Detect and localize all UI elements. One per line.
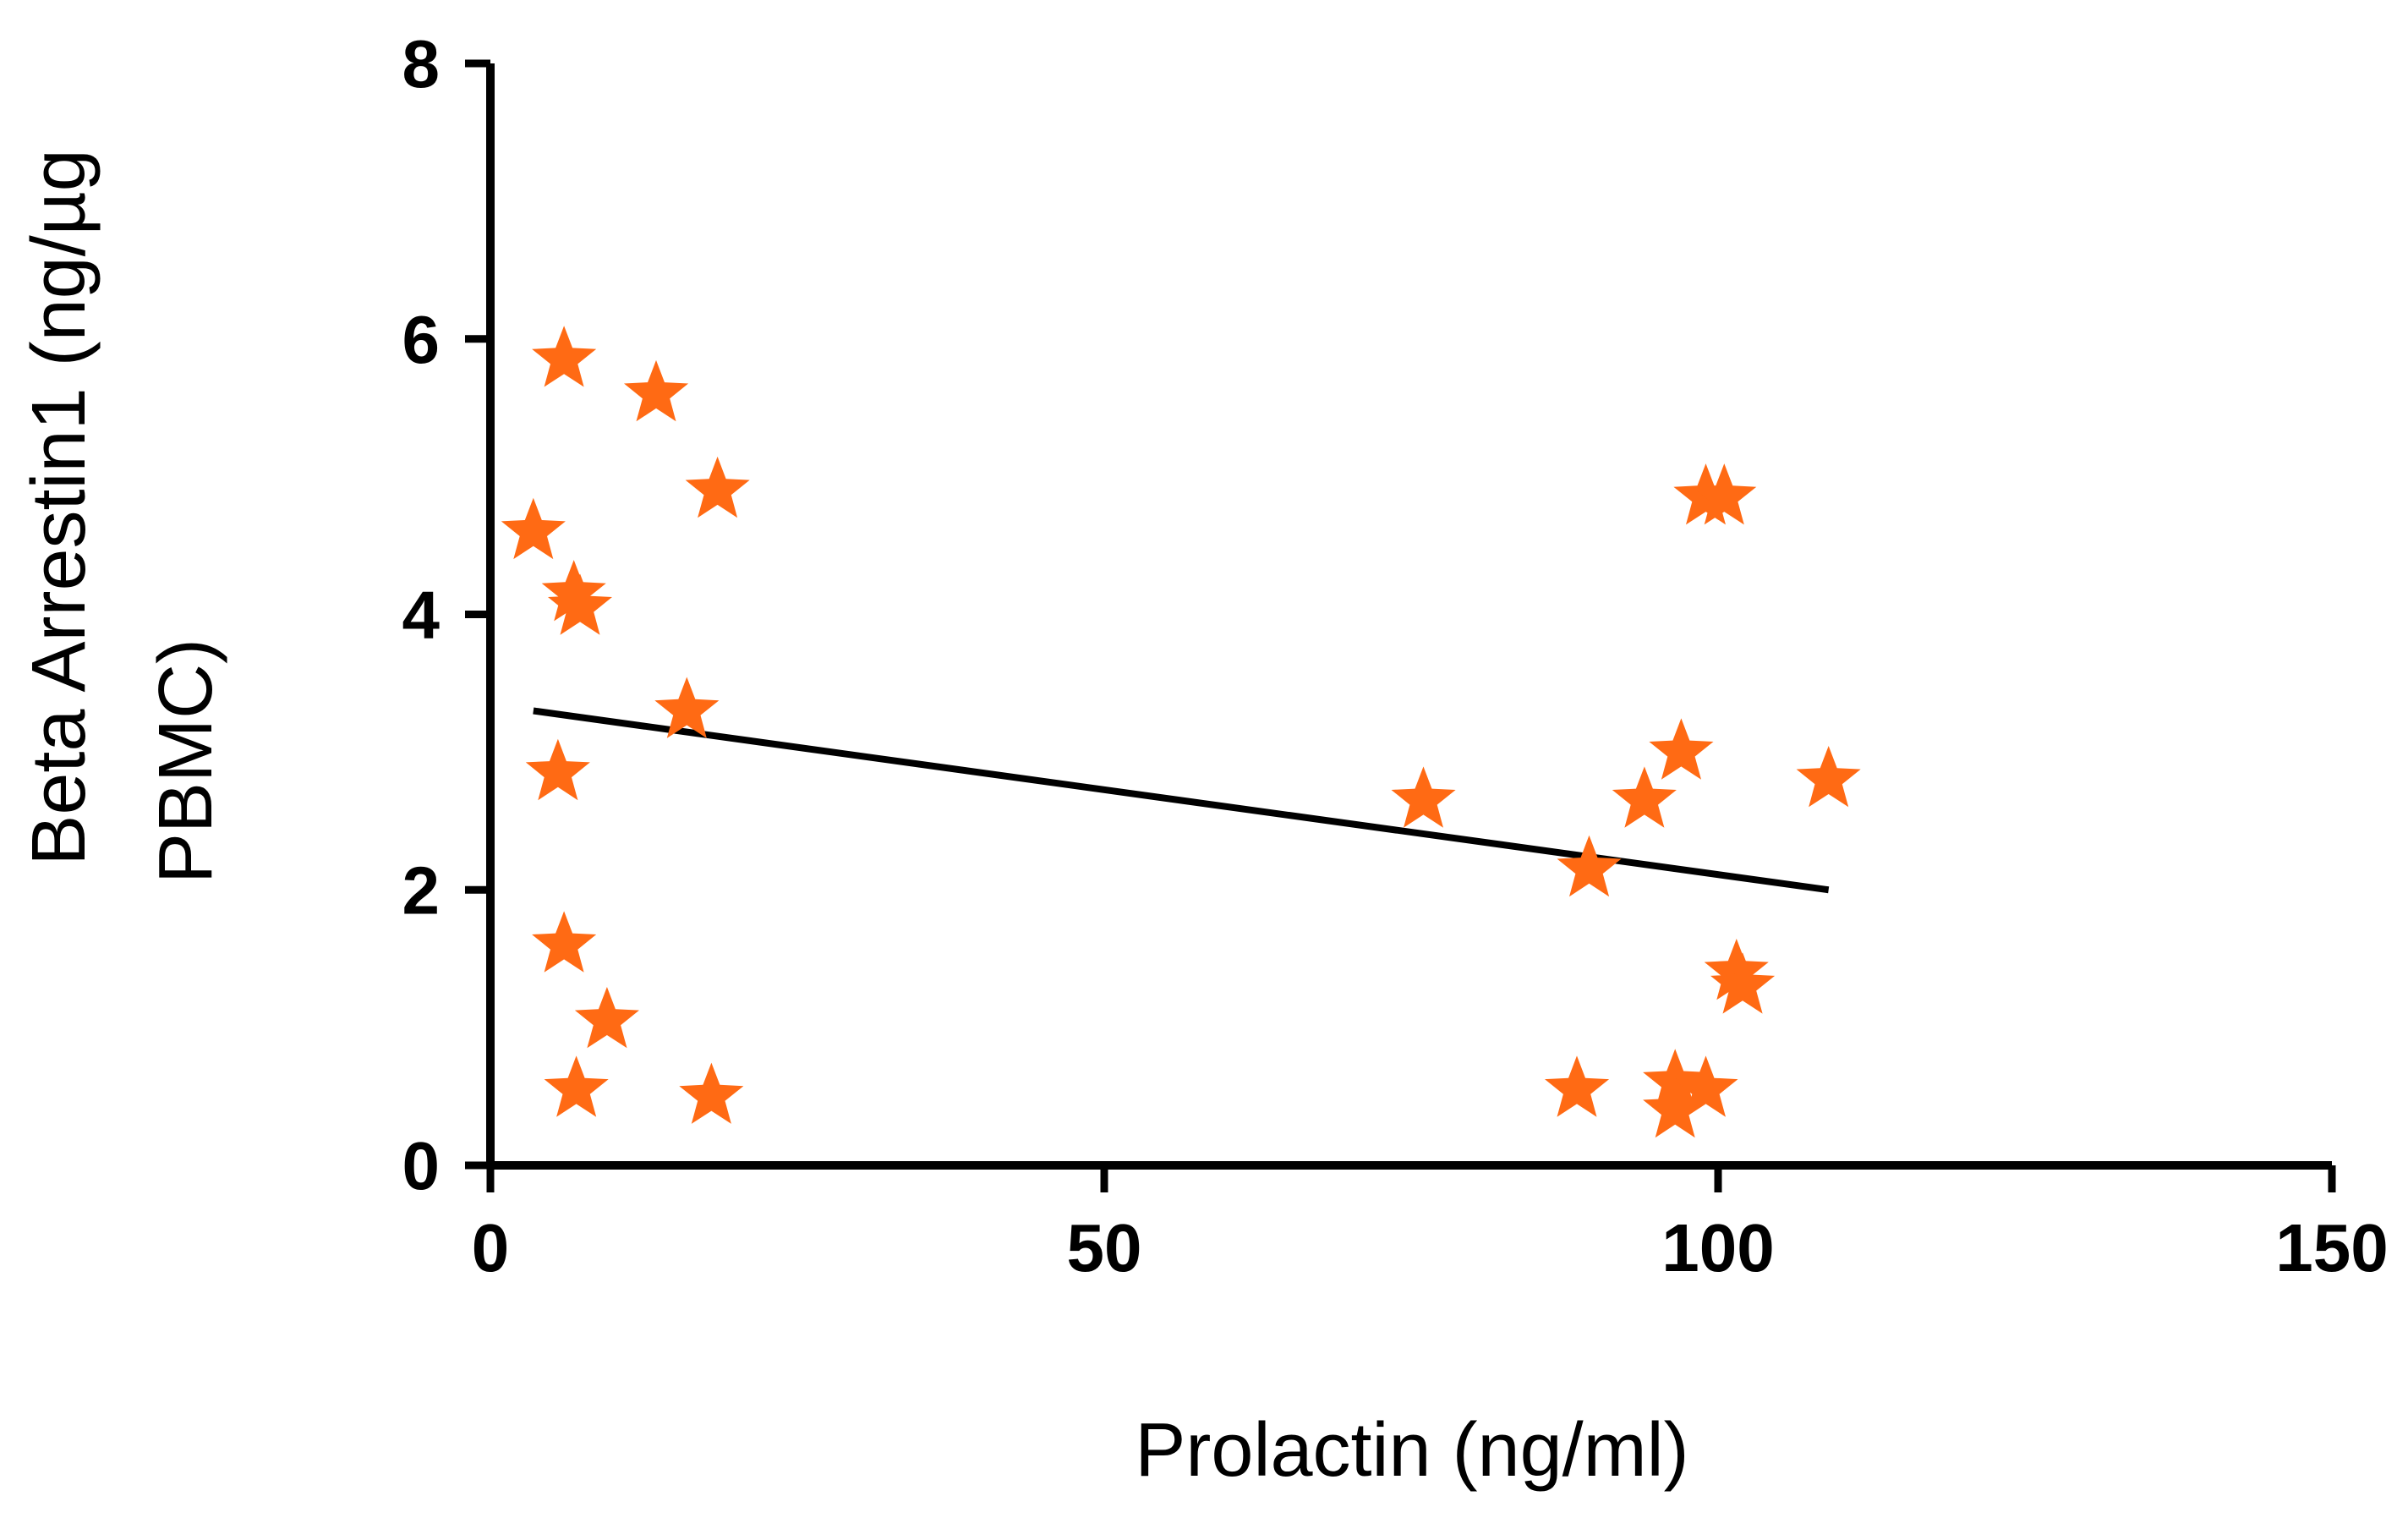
data-point-star — [1710, 952, 1776, 1014]
x-tick-label: 0 — [472, 1210, 510, 1285]
data-point-star — [544, 1055, 609, 1117]
y-tick-label: 2 — [402, 852, 441, 928]
x-tick-label: 50 — [1067, 1210, 1142, 1285]
data-point-star — [1612, 766, 1677, 828]
y-axis-title: Beta Arrestin1 (ng/µg PBMC) — [17, 149, 228, 884]
data-point-star — [1545, 1055, 1610, 1117]
data-point-star — [1391, 766, 1456, 828]
data-point-star — [679, 1062, 744, 1124]
data-point-star — [1649, 718, 1714, 780]
data-point-star — [654, 677, 720, 738]
data-point-star — [1673, 1055, 1738, 1117]
data-point-star — [1796, 746, 1861, 808]
y-axis-title-line-2: PBMC) — [144, 638, 228, 884]
y-tick-label: 6 — [402, 302, 441, 377]
x-axis-ticks: 0 50 100 150 — [472, 1165, 2389, 1285]
data-point-star — [1643, 1076, 1708, 1138]
data-point-star — [532, 911, 597, 973]
data-point-star — [532, 326, 597, 387]
data-point-star — [525, 738, 590, 801]
data-point-star — [1557, 835, 1622, 897]
chart-axes — [486, 63, 2332, 1170]
x-tick-label: 150 — [2275, 1210, 2388, 1285]
data-point-star — [685, 456, 750, 518]
data-point-star — [501, 497, 566, 560]
data-point-star — [574, 987, 639, 1049]
data-point-star — [548, 573, 612, 635]
y-tick-label: 4 — [402, 578, 441, 653]
y-axis-ticks: 0 2 4 6 8 — [402, 26, 490, 1203]
y-tick-label: 0 — [402, 1128, 441, 1203]
y-tick-label: 8 — [402, 26, 441, 101]
y-axis-title-line-1: Beta Arrestin1 (ng/µg — [17, 149, 101, 865]
x-tick-label: 100 — [1661, 1210, 1774, 1285]
x-axis-title: Prolactin (ng/ml) — [1135, 1408, 1688, 1493]
data-point-star — [1692, 463, 1757, 525]
data-point-star — [624, 359, 689, 422]
data-points — [501, 326, 1861, 1138]
